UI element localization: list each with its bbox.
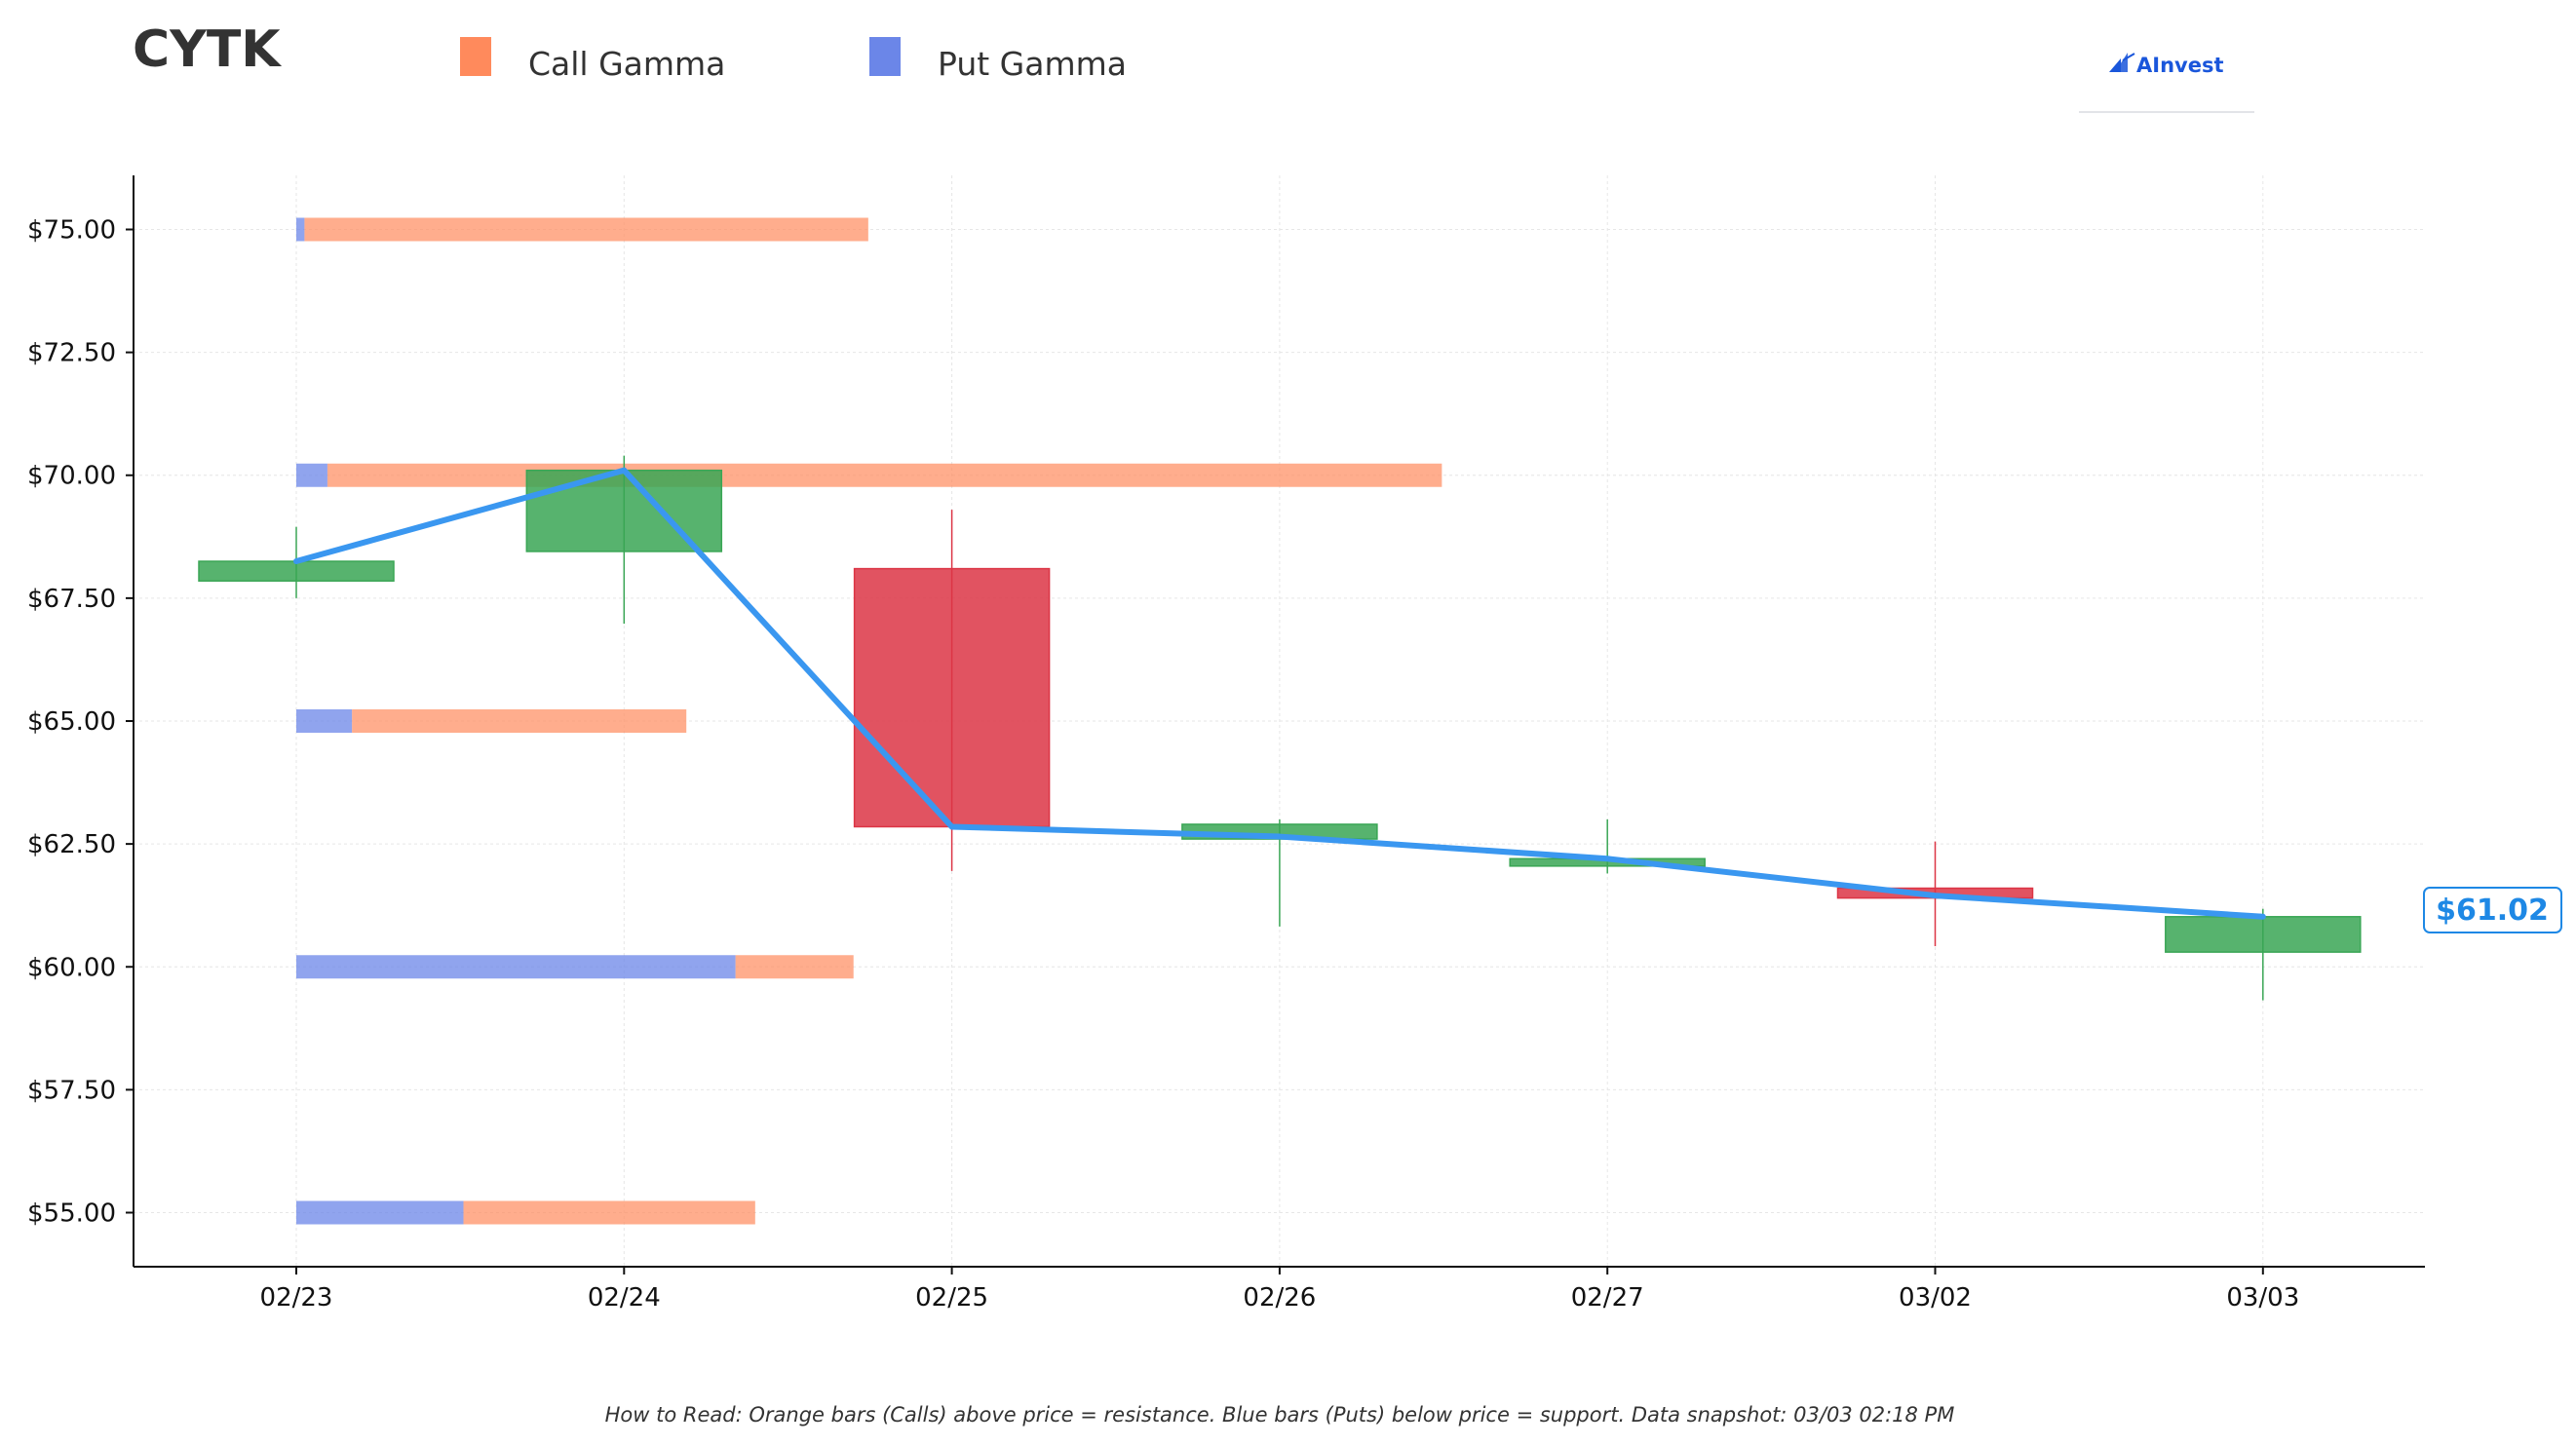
candle-body <box>2165 916 2362 953</box>
candle-body <box>853 567 1051 828</box>
put-gamma-bar <box>296 463 327 487</box>
call-gamma-bar <box>352 709 687 733</box>
call-gamma-bar <box>327 463 1442 487</box>
x-tick-label: 02/26 <box>1243 1283 1316 1313</box>
put-gamma-bar <box>296 217 305 242</box>
candle-body <box>198 560 395 582</box>
call-gamma-bar <box>735 955 854 979</box>
last-price-box <box>2423 887 2562 933</box>
x-tick-label: 03/03 <box>2226 1283 2299 1313</box>
candle-body <box>525 469 723 552</box>
put-gamma-bar <box>296 1200 464 1225</box>
y-tick-label: $57.50 <box>27 1076 116 1105</box>
put-gamma-bar <box>296 709 353 733</box>
call-gamma-bar <box>463 1200 755 1225</box>
x-tick-label: 02/27 <box>1571 1283 1644 1313</box>
logo-icon <box>2109 53 2135 72</box>
y-tick-label: $75.00 <box>27 215 116 245</box>
y-tick-label: $60.00 <box>27 953 116 982</box>
x-tick-label: 02/23 <box>260 1283 333 1313</box>
x-tick-label: 02/24 <box>588 1283 661 1313</box>
y-tick-label: $67.50 <box>27 585 116 614</box>
logo-text: AInvest <box>2136 54 2224 77</box>
put-gamma-bar <box>296 955 736 979</box>
y-tick-label: $65.00 <box>27 707 116 737</box>
legend-put-label: Put Gamma <box>938 45 1127 83</box>
y-tick-label: $62.50 <box>27 830 116 859</box>
legend-call-label: Call Gamma <box>528 45 725 83</box>
y-tick-label: $72.50 <box>27 339 116 368</box>
legend: Call Gamma Put Gamma <box>460 37 1127 83</box>
legend-call-swatch <box>460 37 491 76</box>
x-tick-label: 03/02 <box>1899 1283 1972 1313</box>
last-price-label: $61.02 <box>2436 894 2549 928</box>
price-line <box>293 467 2266 920</box>
y-tick-label: $70.00 <box>27 462 116 491</box>
last-price-tag: $61.02 <box>2423 887 2562 933</box>
y-tick-label: $55.00 <box>27 1199 116 1229</box>
x-tick-label: 02/25 <box>915 1283 988 1313</box>
call-gamma-bar <box>304 217 868 242</box>
legend-put-swatch <box>869 37 901 76</box>
ainvest-logo: AInvest <box>2079 53 2254 113</box>
ticker-title: CYTK <box>133 20 282 79</box>
footnote: How to Read: Orange bars (Calls) above p… <box>605 1403 1955 1427</box>
